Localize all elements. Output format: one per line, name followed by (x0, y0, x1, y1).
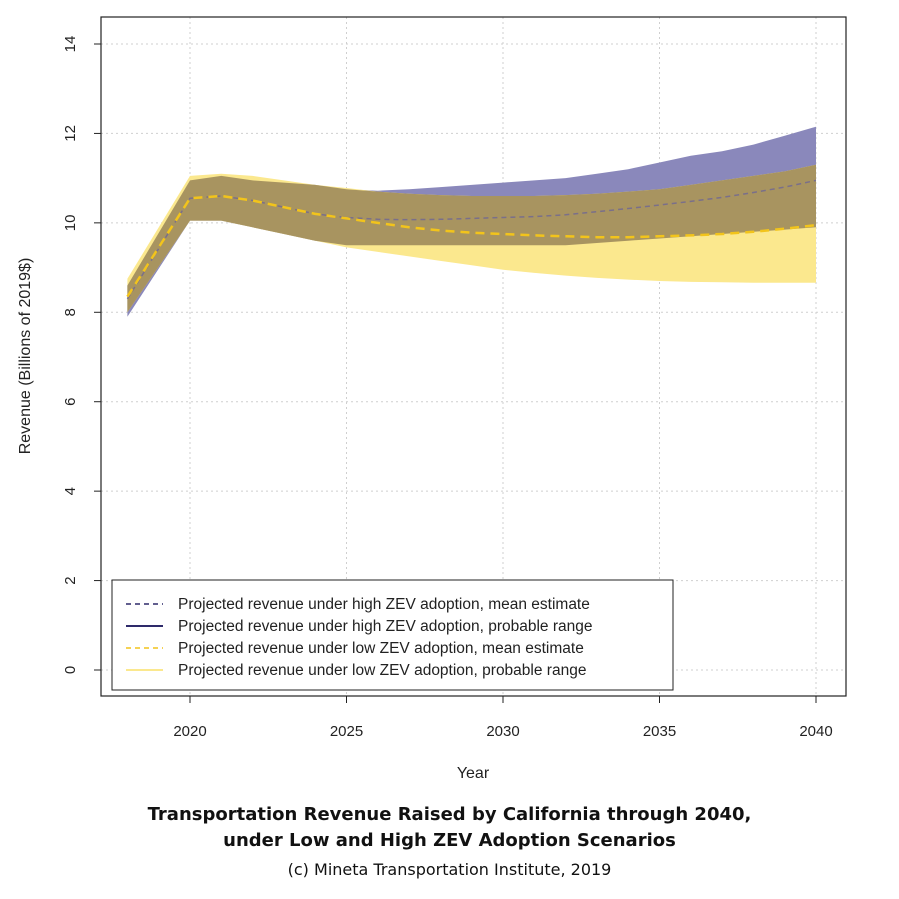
plot-frame (100, 16, 847, 697)
legend-label: Projected revenue under low ZEV adoption… (178, 662, 586, 679)
caption-credit: (c) Mineta Transportation Institute, 201… (287, 860, 612, 879)
y-tick-label: 0 (62, 666, 79, 674)
y-tick-label: 8 (62, 308, 79, 316)
caption-title-line-2: under Low and High ZEV Adoption Scenario… (223, 830, 676, 851)
legend-label: Projected revenue under high ZEV adoptio… (178, 618, 592, 635)
y-tick-label: 14 (62, 36, 79, 53)
y-tick-label: 6 (62, 398, 79, 406)
y-tick-label: 10 (62, 215, 79, 232)
y-tick-label: 12 (62, 125, 79, 142)
x-tick-label: 2025 (330, 723, 363, 740)
legend-label: Projected revenue under low ZEV adoption… (178, 640, 584, 657)
legend-label: Projected revenue under high ZEV adoptio… (178, 596, 590, 613)
x-tick-label: 2030 (486, 723, 519, 740)
x-tick-label: 2035 (643, 723, 676, 740)
legend-box (111, 579, 674, 691)
y-tick-label: 2 (62, 576, 79, 584)
band-overlap (127, 164, 816, 313)
chart-caption-title: Transportation Revenue Raised by Califor… (0, 802, 899, 854)
caption-title-line-1: Transportation Revenue Raised by Califor… (147, 804, 752, 825)
line-low-zev-mean (126, 194, 817, 298)
x-tick-label: 2020 (173, 723, 206, 740)
x-axis-label: Year (457, 765, 490, 782)
x-tick-label: 2040 (799, 723, 832, 740)
y-tick-label: 4 (62, 487, 79, 495)
line-high-zev-mean (126, 179, 817, 300)
y-axis-label: Revenue (Billions of 2019$) (17, 258, 34, 455)
